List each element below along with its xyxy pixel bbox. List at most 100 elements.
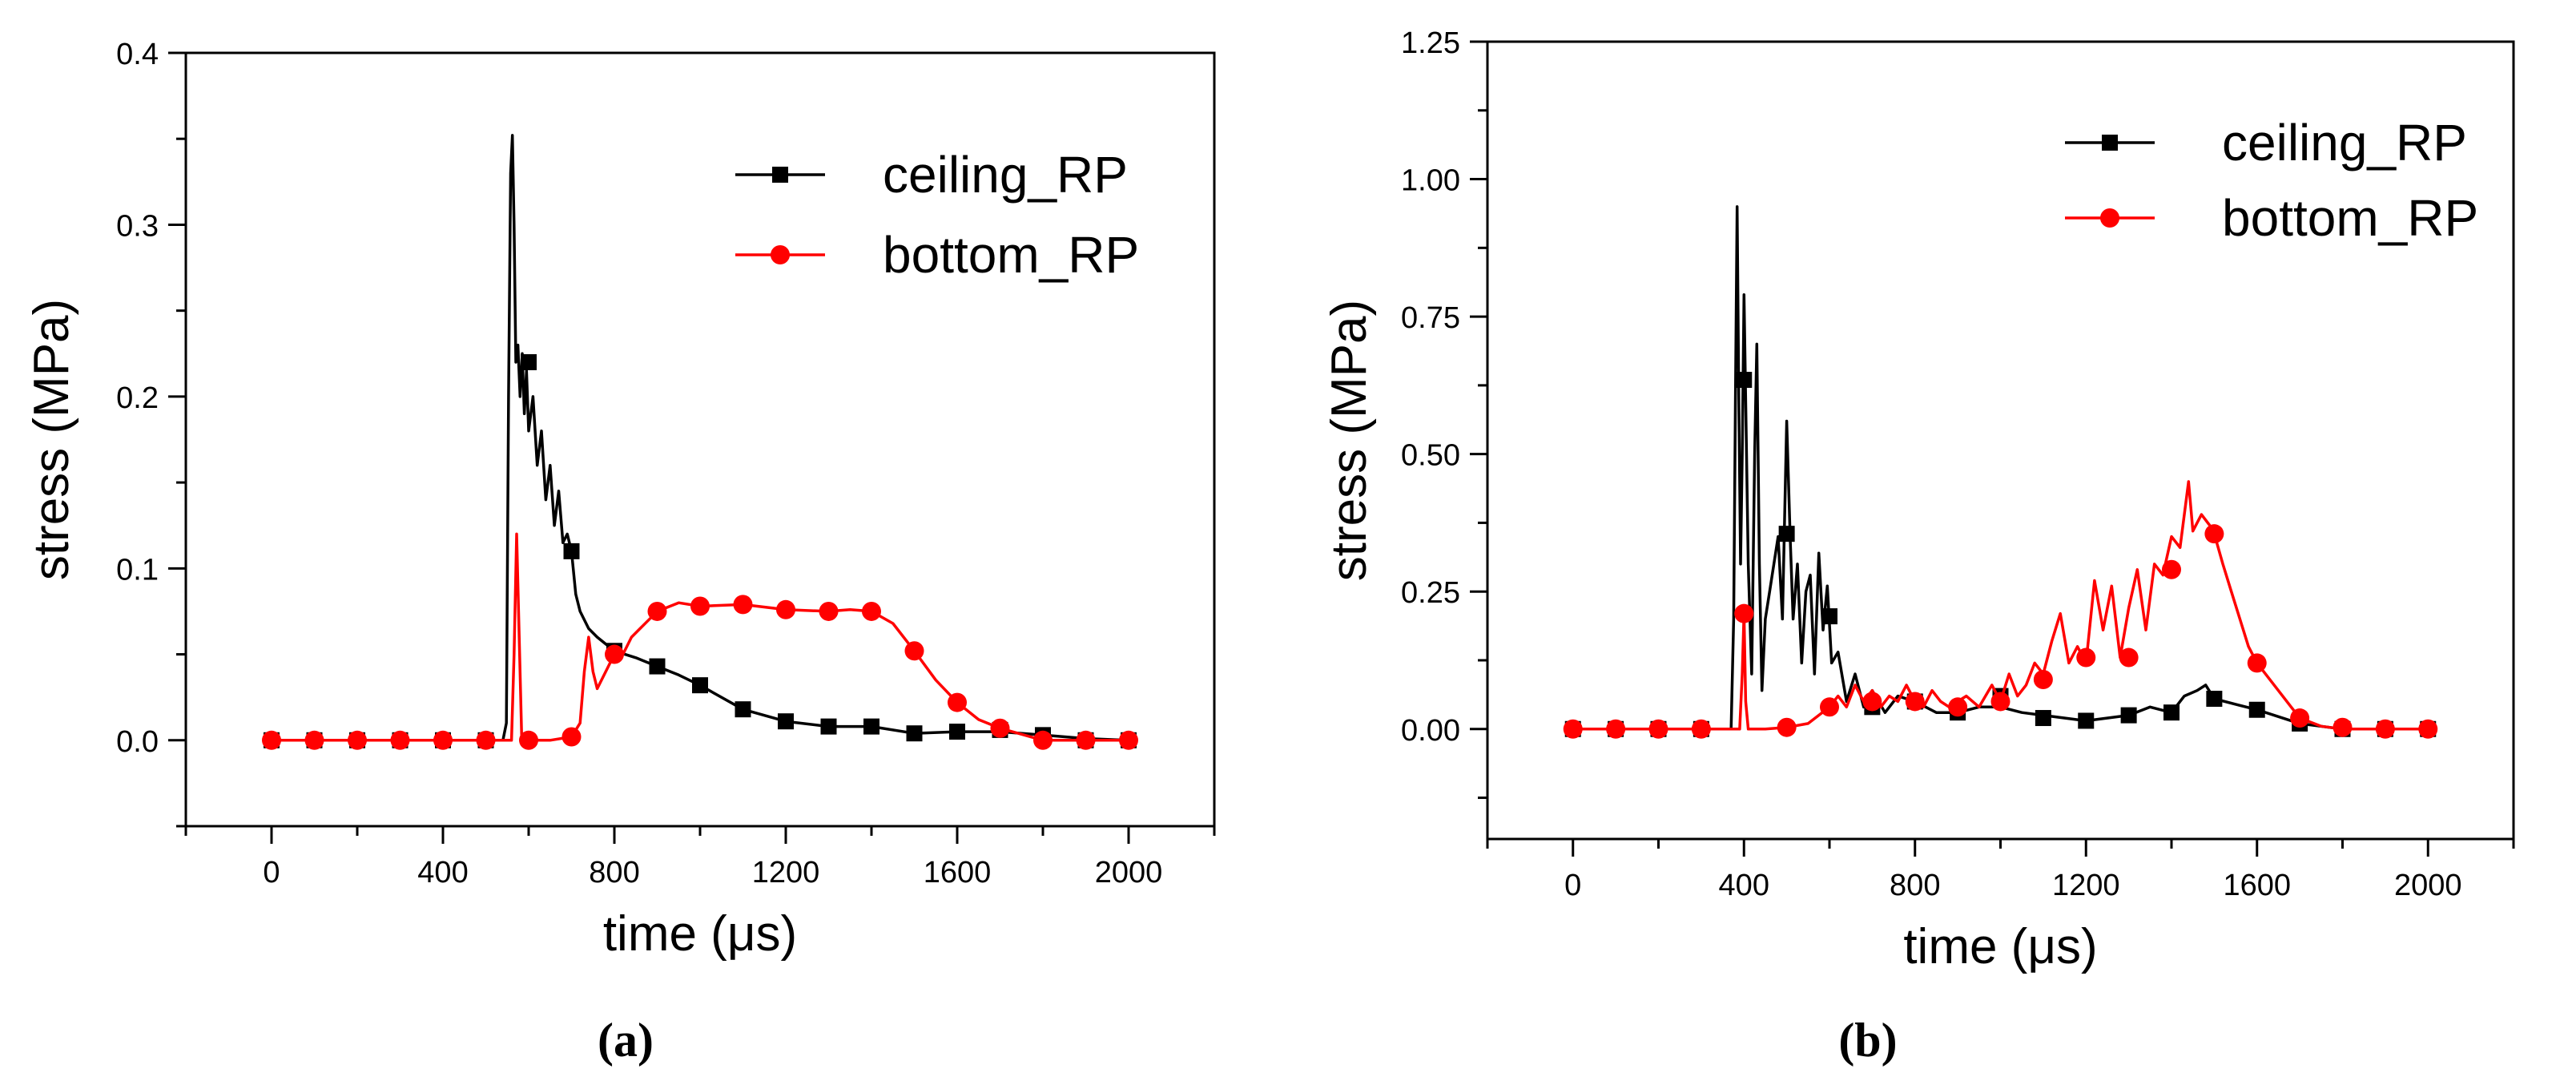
data-point-bottom_RP [2418,719,2438,739]
x-tick-label: 400 [417,856,468,889]
x-axis-label: time (μs) [1903,919,2097,974]
data-point-bottom_RP [605,644,624,664]
y-tick-label: 0.1 [116,553,159,587]
data-point-ceiling_RP [2163,704,2180,721]
x-tick-label: 0 [1564,869,1581,902]
y-axis-label: stress (MPa) [24,299,79,580]
legend-marker-bottom_RP [771,245,790,264]
data-point-bottom_RP [1076,730,1096,750]
data-point-bottom_RP [2033,670,2053,689]
data-point-bottom_RP [690,596,710,616]
data-point-bottom_RP [904,641,924,661]
series-line-bottom_RP [272,532,1129,742]
legend-label-ceiling_RP: ceiling_RP [2222,114,2467,171]
data-point-bottom_RP [1648,719,1668,739]
data-point-bottom_RP [2204,524,2224,544]
legend-marker-bottom_RP [2100,208,2119,228]
data-point-ceiling_RP [1778,526,1795,543]
legend-label-bottom_RP: bottom_RP [2222,189,2478,247]
data-point-bottom_RP [776,599,795,619]
data-point-bottom_RP [1691,719,1711,739]
data-point-ceiling_RP [735,701,751,718]
data-point-bottom_RP [1777,717,1797,737]
x-tick-label: 800 [1890,869,1940,902]
data-point-bottom_RP [1119,730,1138,750]
x-tick-label: 1200 [752,856,820,889]
data-point-bottom_RP [304,730,324,750]
data-point-ceiling_RP [2120,707,2137,724]
data-point-ceiling_RP [863,718,879,735]
data-point-ceiling_RP [2035,710,2051,727]
data-point-bottom_RP [348,730,367,750]
data-point-bottom_RP [1990,692,2010,712]
y-tick-label: 1.00 [1401,164,1460,198]
data-point-ceiling_RP [563,543,580,559]
y-tick-label: 0.3 [116,209,159,243]
legend-marker-ceiling_RP [772,167,788,183]
data-point-ceiling_RP [2078,712,2095,729]
data-point-bottom_RP [1606,719,1626,739]
data-point-bottom_RP [2332,717,2353,737]
legend-label-bottom_RP: bottom_RP [883,226,1139,284]
x-tick-label: 2000 [2394,869,2462,902]
data-point-bottom_RP [2119,647,2139,668]
data-point-bottom_RP [948,692,967,712]
data-point-bottom_RP [1948,697,1968,717]
data-point-ceiling_RP [649,658,666,675]
data-point-bottom_RP [2290,708,2310,728]
data-point-ceiling_RP [692,677,708,694]
data-point-bottom_RP [862,601,881,621]
data-point-bottom_RP [1734,603,1754,623]
data-point-bottom_RP [2162,559,2181,579]
data-point-ceiling_RP [1736,372,1753,389]
y-tick-label: 0.00 [1401,714,1460,748]
data-point-bottom_RP [390,730,410,750]
data-point-ceiling_RP [2206,691,2223,708]
data-point-ceiling_RP [820,718,837,735]
data-point-bottom_RP [2375,719,2395,739]
chart-panel-b: 0 400 800 1200 1600 2000 0.00 0.25 0.50 0.75 1.00 1… [1322,26,2515,1067]
data-point-bottom_RP [262,730,281,750]
y-axis-label: stress (MPa) [1322,300,1377,581]
y-tick-label: 0.25 [1401,576,1460,610]
x-tick-label: 0 [263,856,280,889]
data-point-ceiling_RP [778,713,794,730]
data-point-bottom_RP [476,730,496,750]
x-tick-label: 1600 [924,856,992,889]
x-axis-label: time (μs) [603,906,797,962]
data-point-bottom_RP [433,730,453,750]
chart-panel-a: 0 400 800 1200 1600 2000 0.0 0.1 0.2 0.3 0.4 time (… [24,38,1216,1067]
series-line-ceiling_RP [1572,205,2429,731]
data-point-bottom_RP [1563,719,1583,739]
data-point-bottom_RP [1820,697,1839,717]
x-tick-label: 1600 [2223,869,2291,902]
data-point-bottom_RP [990,718,1010,738]
data-point-bottom_RP [1862,692,1882,712]
data-point-bottom_RP [561,727,582,747]
legend-label-ceiling_RP: ceiling_RP [883,146,1128,204]
data-point-bottom_RP [2076,647,2096,668]
panel-caption: (a) [598,1014,654,1067]
y-tick-label: 0.0 [116,725,159,759]
data-point-ceiling_RP [521,354,537,370]
data-point-ceiling_RP [1821,608,1837,625]
x-tick-label: 2000 [1095,856,1163,889]
y-tick-label: 0.50 [1401,439,1460,473]
data-point-bottom_RP [2247,653,2267,673]
x-tick-label: 400 [1719,869,1769,902]
data-point-ceiling_RP [906,725,923,742]
legend: ceiling_RP bottom_RP [2065,114,2478,247]
legend: ceiling_RP bottom_RP [735,146,1139,284]
data-point-bottom_RP [819,601,839,621]
y-tick-label: 0.75 [1401,301,1460,335]
x-tick-label: 1200 [2052,869,2120,902]
data-point-bottom_RP [647,601,667,621]
data-point-ceiling_RP [949,724,965,740]
y-tick-label: 1.25 [1401,26,1460,60]
data-point-bottom_RP [519,730,538,750]
data-point-bottom_RP [1905,692,1925,712]
legend-marker-ceiling_RP [2102,135,2118,151]
data-point-bottom_RP [733,595,753,615]
data-point-ceiling_RP [2248,701,2265,718]
y-tick-label: 0.4 [116,38,159,71]
